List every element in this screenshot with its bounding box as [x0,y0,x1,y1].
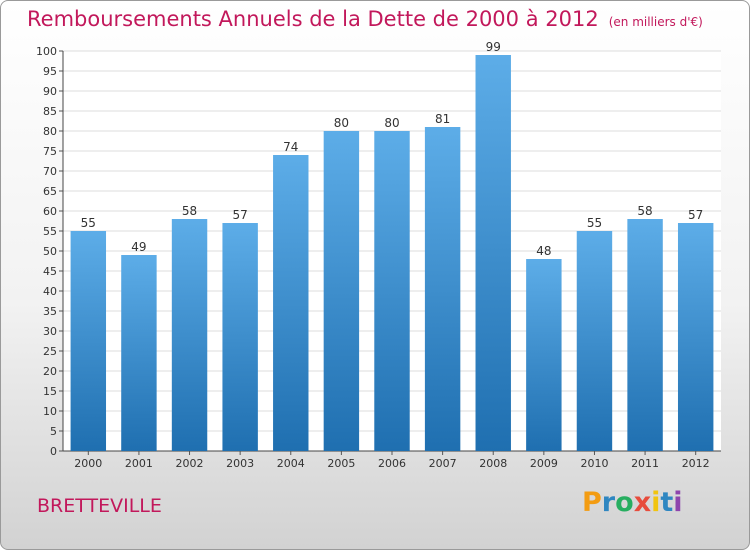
chart-title-text: Remboursements Annuels de la Dette de 20… [27,7,599,31]
y-tick-label: 60 [43,205,57,218]
y-tick-label: 55 [43,225,57,238]
x-tick-label: 2002 [176,457,204,470]
y-tick-label: 35 [43,305,57,318]
logo-letter: x [633,487,652,518]
logo-letter: i [651,487,661,518]
y-tick-label: 40 [43,285,57,298]
x-tick-label: 2009 [530,457,558,470]
y-tick-label: 45 [43,265,57,278]
y-tick-label: 25 [43,345,57,358]
x-tick-label: 2007 [429,457,457,470]
x-tick-label: 2010 [580,457,608,470]
bar-value-label: 57 [688,208,703,222]
y-tick-label: 95 [43,65,57,78]
bar [171,219,208,451]
y-tick-label: 80 [43,125,57,138]
y-tick-label: 5 [50,425,57,438]
bar [526,259,562,451]
x-tick-label: 2001 [125,457,153,470]
x-tick-label: 2008 [479,457,507,470]
bar-value-label: 74 [283,140,298,154]
y-tick-label: 70 [43,165,57,178]
bar [424,127,461,451]
bar-value-label: 55 [587,216,602,230]
y-tick-label: 50 [43,245,57,258]
bar [475,55,511,451]
chart-title: Remboursements Annuels de la Dette de 20… [27,7,703,31]
logo-letter: P [582,487,602,518]
y-tick-label: 75 [43,145,57,158]
bar [70,231,107,451]
logo-letter: r [601,487,616,518]
bar [323,131,360,451]
bar [576,231,613,451]
bar [677,223,714,451]
x-tick-label: 2000 [74,457,102,470]
logo-letter: o [615,487,634,518]
bar [222,223,258,451]
y-tick-label: 100 [36,45,57,58]
bar-value-label: 80 [384,116,399,130]
y-tick-label: 65 [43,185,57,198]
bar [627,219,663,451]
bar [273,155,309,451]
bar [121,255,157,451]
bar-value-label: 58 [182,204,197,218]
x-tick-label: 2003 [226,457,254,470]
bar-value-label: 55 [81,216,96,230]
x-tick-label: 2012 [682,457,710,470]
bar-value-label: 81 [435,112,450,126]
bar-value-label: 99 [486,40,501,54]
x-tick-label: 2004 [277,457,305,470]
bar-value-label: 49 [131,240,146,254]
y-tick-label: 30 [43,325,57,338]
bar-value-label: 80 [334,116,349,130]
y-tick-label: 90 [43,85,57,98]
bar-value-label: 58 [637,204,652,218]
y-tick-label: 85 [43,105,57,118]
x-tick-label: 2006 [378,457,406,470]
y-tick-label: 0 [50,445,57,458]
bar-value-label: 57 [233,208,248,222]
bar [374,131,410,451]
proxiti-logo: Proxiti [582,487,683,518]
chart-subtitle: (en milliers d'€) [608,15,703,29]
bar-value-label: 48 [536,244,551,258]
logo-letter: t [660,487,674,518]
y-tick-label: 20 [43,365,57,378]
x-tick-label: 2005 [327,457,355,470]
x-tick-label: 2011 [631,457,659,470]
logo-letter: i [673,487,683,518]
y-tick-label: 10 [43,405,57,418]
y-tick-label: 15 [43,385,57,398]
commune-name: BRETTEVILLE [37,495,162,517]
